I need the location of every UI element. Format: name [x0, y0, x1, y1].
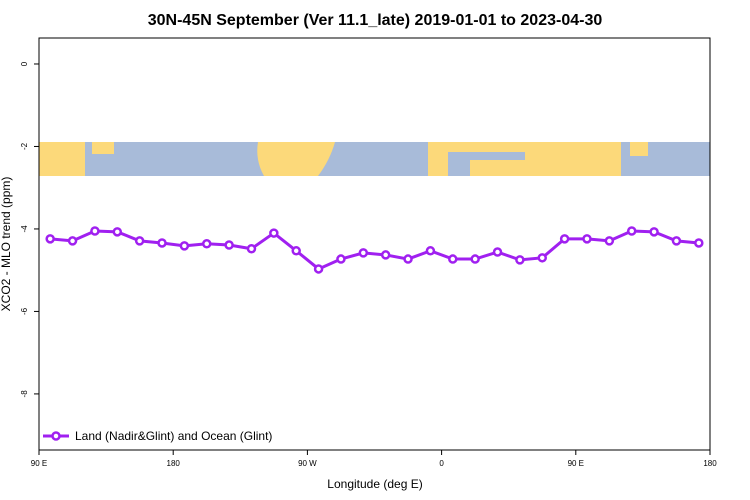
y-tick-label: -6 — [20, 307, 29, 315]
data-point — [425, 246, 436, 256]
data-point — [694, 238, 704, 248]
data-point — [671, 236, 682, 246]
map-land — [39, 142, 85, 176]
series-line — [50, 229, 699, 271]
plot-frame — [38, 37, 711, 451]
map-land — [630, 142, 648, 156]
y-tick-label: 0 — [20, 61, 29, 66]
map-land — [470, 160, 525, 176]
y-tick-label: -2 — [20, 142, 29, 150]
data-point — [246, 243, 257, 254]
data-point — [448, 254, 458, 264]
x-tick-label: 90 W — [298, 459, 317, 468]
data-point — [45, 234, 55, 244]
y-axis-title: XCO2 - MLO trend (ppm) — [0, 177, 13, 312]
legend-marker — [51, 431, 61, 441]
map-land — [525, 142, 621, 176]
data-point — [224, 240, 234, 250]
y-tick-label: -8 — [20, 390, 29, 398]
data-point — [492, 247, 503, 257]
data-point — [559, 234, 570, 244]
map-strip — [39, 142, 710, 176]
data-point — [269, 228, 279, 238]
data-point — [604, 236, 615, 246]
data-point — [202, 239, 212, 249]
data-point — [649, 227, 659, 237]
data-point — [134, 236, 145, 246]
data-point — [582, 234, 592, 244]
map-land — [448, 142, 528, 152]
x-tick-label: 180 — [703, 459, 717, 468]
x-tick-label: 0 — [439, 459, 444, 468]
data-point — [403, 254, 413, 264]
data-point — [179, 241, 190, 251]
x-axis-title: Longitude (deg E) — [327, 477, 422, 491]
map-land — [428, 142, 448, 176]
data-point — [515, 255, 525, 265]
map-land — [92, 142, 114, 154]
legend-label: Land (Nadir&Glint) and Ocean (Glint) — [75, 429, 272, 443]
data-point — [358, 248, 369, 258]
chart-title: 30N-45N September (Ver 11.1_late) 2019-0… — [148, 12, 603, 29]
y-tick-label: -4 — [20, 225, 29, 233]
x-tick-label: 180 — [167, 459, 181, 468]
data-point — [291, 246, 301, 256]
data-point — [537, 253, 547, 263]
map-land — [257, 142, 335, 176]
data-point — [336, 254, 346, 264]
data-point — [90, 226, 100, 236]
data-point — [67, 236, 78, 246]
data-point — [313, 264, 324, 274]
data-point — [157, 238, 167, 248]
data-point — [470, 254, 480, 264]
data-point — [112, 227, 123, 237]
data-point — [626, 226, 637, 236]
data-point — [380, 250, 391, 260]
x-tick-label: 90 E — [568, 459, 584, 468]
x-tick-label: 90 E — [31, 459, 47, 468]
